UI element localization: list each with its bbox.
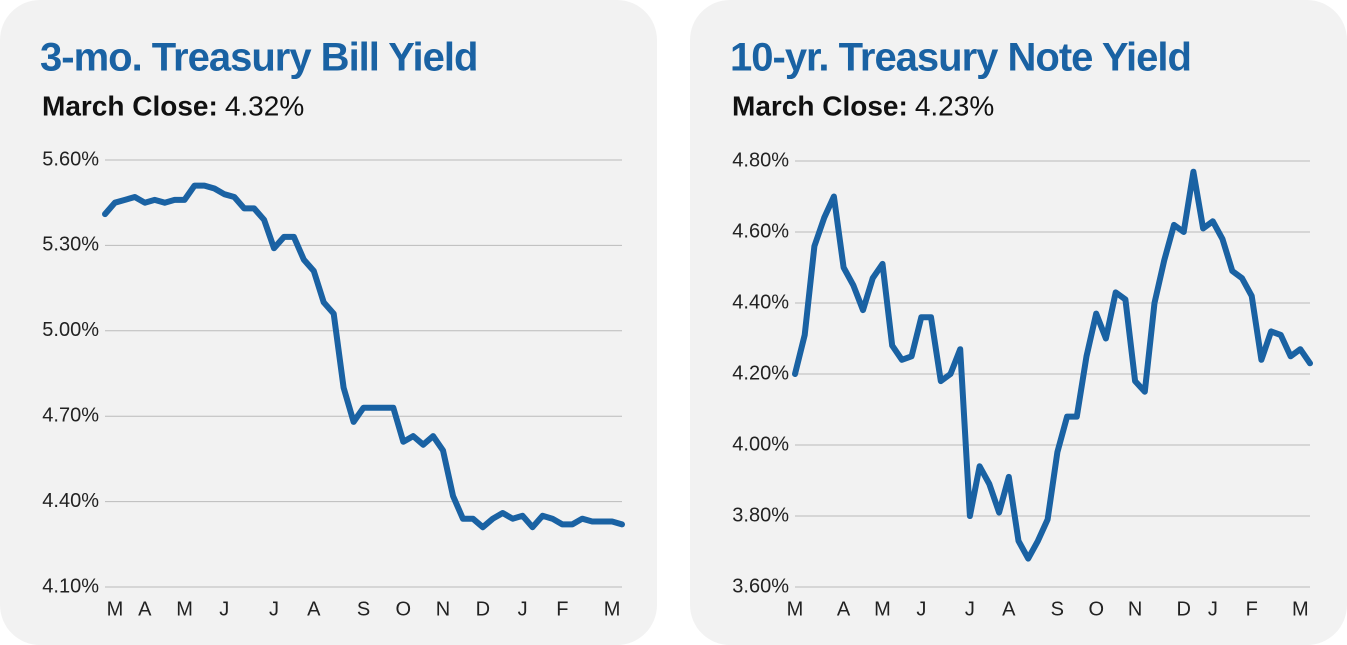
y-tick-label: 5.00% [42,319,99,341]
subtitle-value: 4.32% [225,90,304,121]
x-tick-label: M [787,598,804,620]
x-tick-label: A [307,598,321,620]
panel [0,0,657,645]
x-tick-label: J [219,598,229,620]
x-tick-label: M [1292,598,1309,620]
x-tick-label: J [965,598,975,620]
x-tick-label: M [604,598,621,620]
y-tick-label: 4.20% [732,362,789,384]
chart-title: 3-mo. Treasury Bill Yield [40,36,477,80]
subtitle-label: March Close: [42,90,218,121]
x-tick-label: S [357,598,370,620]
y-tick-label: 4.40% [732,291,789,313]
x-tick-label: J [269,598,279,620]
data-line [102,182,625,531]
x-tick-label: F [1246,598,1258,620]
chart-title: 10-yr. Treasury Note Yield [730,36,1191,80]
x-tick-label: N [436,598,450,620]
y-tick-label: 4.80% [732,149,789,171]
subtitle-label: March Close: [732,90,908,121]
x-tick-label: M [176,598,193,620]
y-tick-label: 5.60% [42,148,99,170]
x-tick-label: A [837,598,851,620]
y-tick-label: 4.10% [42,575,99,597]
x-tick-label: A [138,598,152,620]
x-tick-label: D [476,598,490,620]
x-tick-label: O [1088,598,1104,620]
x-tick-label: M [107,598,124,620]
y-tick-label: 4.40% [42,490,99,512]
y-tick-label: 4.60% [732,220,789,242]
data-line [792,168,1313,562]
x-tick-label: A [1002,598,1016,620]
x-tick-label: J [518,598,528,620]
y-tick-label: 5.30% [42,234,99,256]
x-tick-label: S [1051,598,1064,620]
x-tick-label: D [1176,598,1190,620]
x-tick-label: O [395,598,411,620]
y-tick-label: 4.00% [732,433,789,455]
subtitle-value: 4.23% [915,90,994,121]
x-tick-label: N [1128,598,1142,620]
y-tick-label: 4.70% [42,404,99,426]
x-tick-label: J [1208,598,1218,620]
x-tick-label: J [916,598,926,620]
x-tick-label: F [556,598,568,620]
x-tick-label: M [874,598,891,620]
y-tick-label: 3.80% [732,504,789,526]
y-tick-label: 3.60% [732,575,789,597]
